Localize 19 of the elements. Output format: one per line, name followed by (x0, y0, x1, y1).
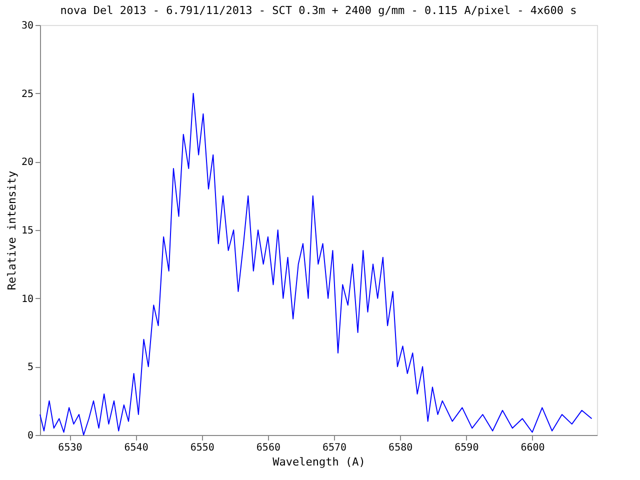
x-tick-label: 6540 (124, 442, 148, 454)
x-tick-label: 6580 (388, 442, 413, 454)
y-tick-label: 0 (27, 430, 34, 442)
y-tick-label: 20 (21, 157, 34, 168)
chart-title: nova Del 2013 - 6.791/11/2013 - SCT 0.3m + 2400 g/mm - 0.115 A/pixel - 4x600 s (60, 4, 577, 17)
x-tick-label: 6560 (256, 442, 280, 454)
x-tick-label: 6570 (322, 442, 347, 454)
y-tick-label: 10 (21, 294, 34, 305)
y-tick-label: 15 (21, 226, 34, 236)
y-tick-label: 25 (21, 88, 34, 100)
x-tick-label: 6600 (520, 442, 545, 454)
x-tick-label: 6530 (58, 442, 82, 454)
y-axis-title: Relative intensity (5, 170, 18, 290)
y-tick-label: 5 (27, 362, 34, 374)
x-axis-title: Wavelength (A) (272, 456, 366, 468)
x-tick-label: 6590 (454, 442, 479, 454)
line-series (40, 92, 592, 436)
x-tick-label: 6550 (190, 442, 214, 454)
y-tick-label: 30 (21, 20, 34, 32)
